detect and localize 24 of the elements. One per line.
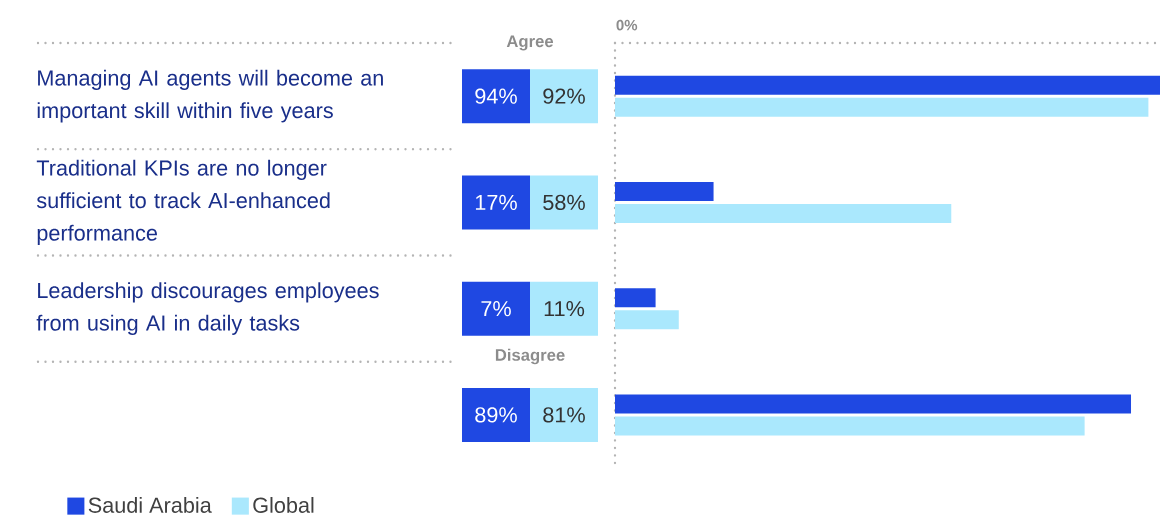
bar xyxy=(615,394,1132,414)
bar xyxy=(615,288,656,308)
text: 0% xyxy=(616,19,638,31)
bar xyxy=(615,416,1085,436)
legend-label: Saudi Arabia xyxy=(88,496,212,513)
bar xyxy=(615,203,952,223)
text: Disagree xyxy=(495,348,565,365)
text: Agree xyxy=(506,35,554,51)
bar xyxy=(615,75,1160,95)
data-label: 81% xyxy=(543,407,585,423)
bar xyxy=(615,310,679,330)
y-tick-label: Traditional KPIs are no longer sufficient to track AI-enhanced performance xyxy=(36,159,330,245)
y-tick-label: Leadership discourages employees from using AI in daily tasks xyxy=(36,282,379,335)
bar xyxy=(615,97,1149,117)
data-label: 11% xyxy=(544,301,585,317)
data-label: 89% xyxy=(475,407,517,423)
data-label: 7% xyxy=(481,301,511,317)
data-label: 94% xyxy=(475,88,517,104)
y-tick-label: Managing AI agents will become an important skill within five years xyxy=(37,69,383,123)
data-label: 92% xyxy=(543,88,585,104)
data-label: 58% xyxy=(543,194,585,211)
legend-label: Global xyxy=(253,496,314,513)
data-label: 17% xyxy=(475,194,517,210)
bar xyxy=(615,181,714,201)
